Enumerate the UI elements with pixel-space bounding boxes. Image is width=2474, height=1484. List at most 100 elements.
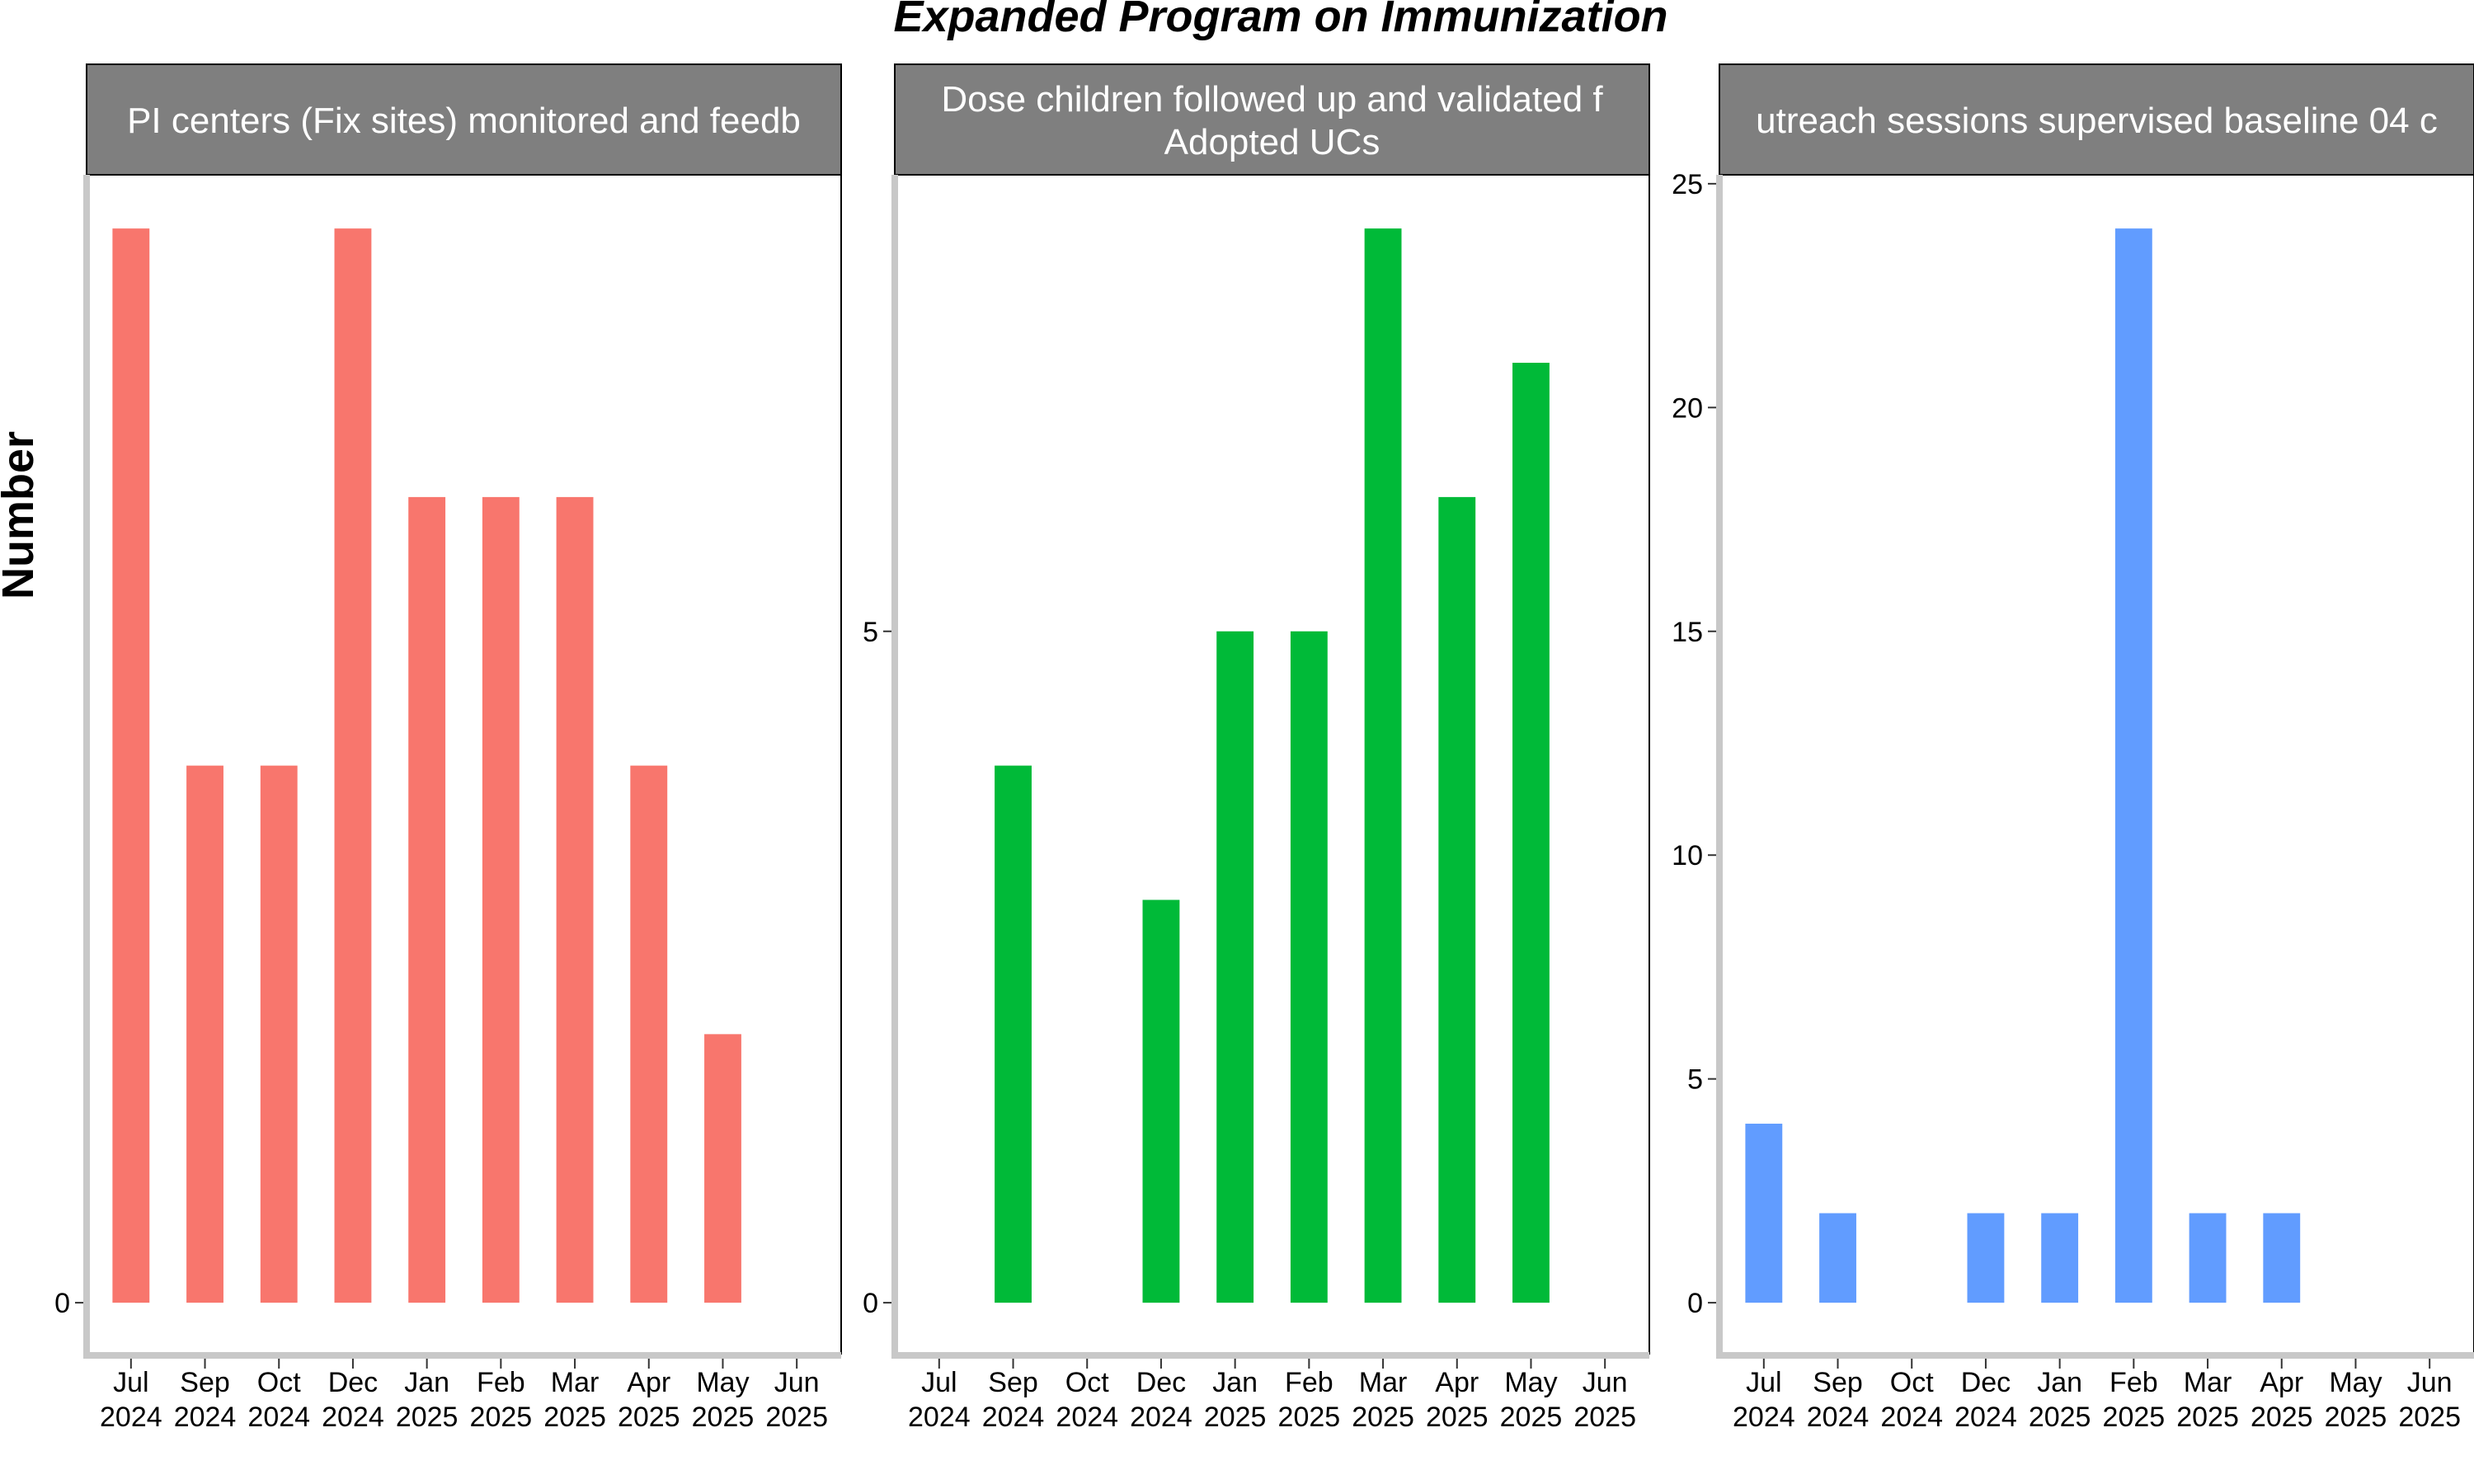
bar-apr-2025 <box>1438 496 1476 1303</box>
y-tick-label: 5 <box>863 617 878 648</box>
bar-mar-2025 <box>556 496 594 1303</box>
x-tick-label-month: Oct <box>1890 1367 1934 1398</box>
x-tick-label-year: 2025 <box>543 1402 606 1433</box>
x-tick-label-month: Dec <box>328 1367 378 1398</box>
bar-feb-2025 <box>2114 228 2152 1303</box>
panel-border <box>1719 174 2474 1355</box>
x-tick-label-year: 2024 <box>247 1402 310 1433</box>
x-tick-label-month: Jun <box>774 1367 820 1398</box>
panel-strip-title: utreach sessions supervised baseline 04 … <box>1756 101 2438 141</box>
bar-jan-2025 <box>408 496 446 1303</box>
x-tick-label-month: Jul <box>921 1367 957 1398</box>
x-tick-label-month: Oct <box>257 1367 301 1398</box>
y-tick-label: 5 <box>1687 1064 1703 1096</box>
panel-strip-title: Dose children followed up and validated … <box>941 79 1603 120</box>
bar-sep-2024 <box>1819 1213 1856 1303</box>
x-tick-label-year: 2025 <box>1426 1402 1489 1433</box>
y-tick-label: 25 <box>1672 169 1703 200</box>
bar-may-2025 <box>704 1034 741 1303</box>
panels: PI centers (Fix sites) monitored and fee… <box>54 63 2474 1433</box>
x-tick-label-year: 2025 <box>470 1402 533 1433</box>
y-tick-label: 0 <box>863 1288 878 1319</box>
y-tick-label: 20 <box>1672 392 1703 424</box>
bar-apr-2025 <box>630 765 668 1303</box>
x-tick-label-month: Jan <box>2037 1367 2082 1398</box>
x-tick-label-year: 2025 <box>1573 1402 1636 1433</box>
x-tick-label-year: 2025 <box>2029 1402 2091 1433</box>
x-tick-label-month: Mar <box>1359 1367 1408 1398</box>
panel-strip-title: Adopted UCs <box>1164 122 1380 162</box>
bar-sep-2024 <box>186 765 223 1303</box>
x-tick-label-year: 2025 <box>1278 1402 1341 1433</box>
x-tick-label-month: Apr <box>1435 1367 1479 1398</box>
figure-title: Expanded Program on Immunization <box>893 0 1667 41</box>
x-tick-label-month: Jun <box>2407 1367 2453 1398</box>
x-tick-label-year: 2025 <box>2251 1402 2313 1433</box>
x-tick-label-year: 2025 <box>692 1402 755 1433</box>
panel-3: utreach sessions supervised baseline 04 … <box>1672 63 2474 1433</box>
x-tick-label-month: Jul <box>1746 1367 1781 1398</box>
y-tick-label: 0 <box>54 1288 70 1319</box>
x-tick-label-year: 2024 <box>1733 1402 1795 1433</box>
x-tick-label-month: May <box>696 1367 749 1398</box>
bar-jan-2025 <box>2041 1213 2079 1303</box>
x-tick-label-month: Mar <box>2184 1367 2232 1398</box>
y-tick-label: 10 <box>1672 840 1703 871</box>
x-tick-label-month: Oct <box>1065 1367 1109 1398</box>
x-tick-label-year: 2024 <box>908 1402 971 1433</box>
y-tick-label: 15 <box>1672 617 1703 648</box>
x-tick-label-month: Dec <box>1961 1367 2011 1398</box>
x-tick-label-year: 2025 <box>1204 1402 1267 1433</box>
x-tick-label-year: 2024 <box>1130 1402 1192 1433</box>
x-tick-label-month: Jan <box>404 1367 449 1398</box>
x-tick-label-year: 2025 <box>2398 1402 2461 1433</box>
bar-jan-2025 <box>1216 631 1254 1303</box>
x-tick-label-month: Apr <box>627 1367 670 1398</box>
x-tick-label-year: 2024 <box>322 1402 384 1433</box>
x-tick-label-year: 2024 <box>1056 1402 1118 1433</box>
x-tick-label-year: 2025 <box>618 1402 680 1433</box>
bar-feb-2025 <box>482 496 520 1303</box>
bar-mar-2025 <box>1364 228 1402 1303</box>
panel-2: Dose children followed up and validated … <box>863 63 1650 1433</box>
bar-feb-2025 <box>1290 631 1328 1303</box>
panel-strip <box>894 63 1650 176</box>
x-tick-label-month: Apr <box>2260 1367 2303 1398</box>
x-tick-label-year: 2025 <box>1500 1402 1563 1433</box>
x-tick-label-month: May <box>2329 1367 2382 1398</box>
x-tick-label-month: Sep <box>988 1367 1038 1398</box>
x-tick-label-month: Jan <box>1212 1367 1258 1398</box>
bar-oct-2024 <box>260 765 298 1303</box>
x-tick-label-year: 2025 <box>2176 1402 2239 1433</box>
x-tick-label-month: Jul <box>113 1367 148 1398</box>
panel-strip-title: PI centers (Fix sites) monitored and fee… <box>127 101 801 141</box>
x-tick-label-year: 2025 <box>2325 1402 2387 1433</box>
y-axis-label: Number <box>0 431 43 599</box>
x-tick-label-month: Sep <box>1813 1367 1863 1398</box>
panel-1: PI centers (Fix sites) monitored and fee… <box>54 63 842 1433</box>
x-tick-label-month: Feb <box>2109 1367 2158 1398</box>
x-tick-label-year: 2024 <box>174 1402 237 1433</box>
bar-dec-2024 <box>334 228 372 1303</box>
bar-may-2025 <box>1512 363 1550 1303</box>
x-tick-label-year: 2024 <box>100 1402 162 1433</box>
x-tick-label-year: 2025 <box>1352 1402 1414 1433</box>
x-tick-label-year: 2024 <box>1954 1402 2017 1433</box>
bar-sep-2024 <box>995 765 1032 1303</box>
x-tick-label-month: Feb <box>477 1367 525 1398</box>
x-tick-label-month: Sep <box>180 1367 230 1398</box>
bar-dec-2024 <box>1967 1213 2005 1303</box>
panel-strip <box>1719 63 2474 176</box>
x-tick-label-year: 2024 <box>1807 1402 1870 1433</box>
y-tick-label: 0 <box>1687 1288 1703 1319</box>
bar-dec-2024 <box>1142 899 1180 1303</box>
bar-jul-2024 <box>112 228 150 1303</box>
x-tick-label-month: Jun <box>1583 1367 1628 1398</box>
x-tick-label-month: Feb <box>1285 1367 1333 1398</box>
bar-jul-2024 <box>1745 1123 1783 1303</box>
x-tick-label-year: 2024 <box>1880 1402 1943 1433</box>
x-tick-label-month: May <box>1504 1367 1557 1398</box>
panel-strip <box>86 63 842 176</box>
x-tick-label-month: Dec <box>1136 1367 1186 1398</box>
